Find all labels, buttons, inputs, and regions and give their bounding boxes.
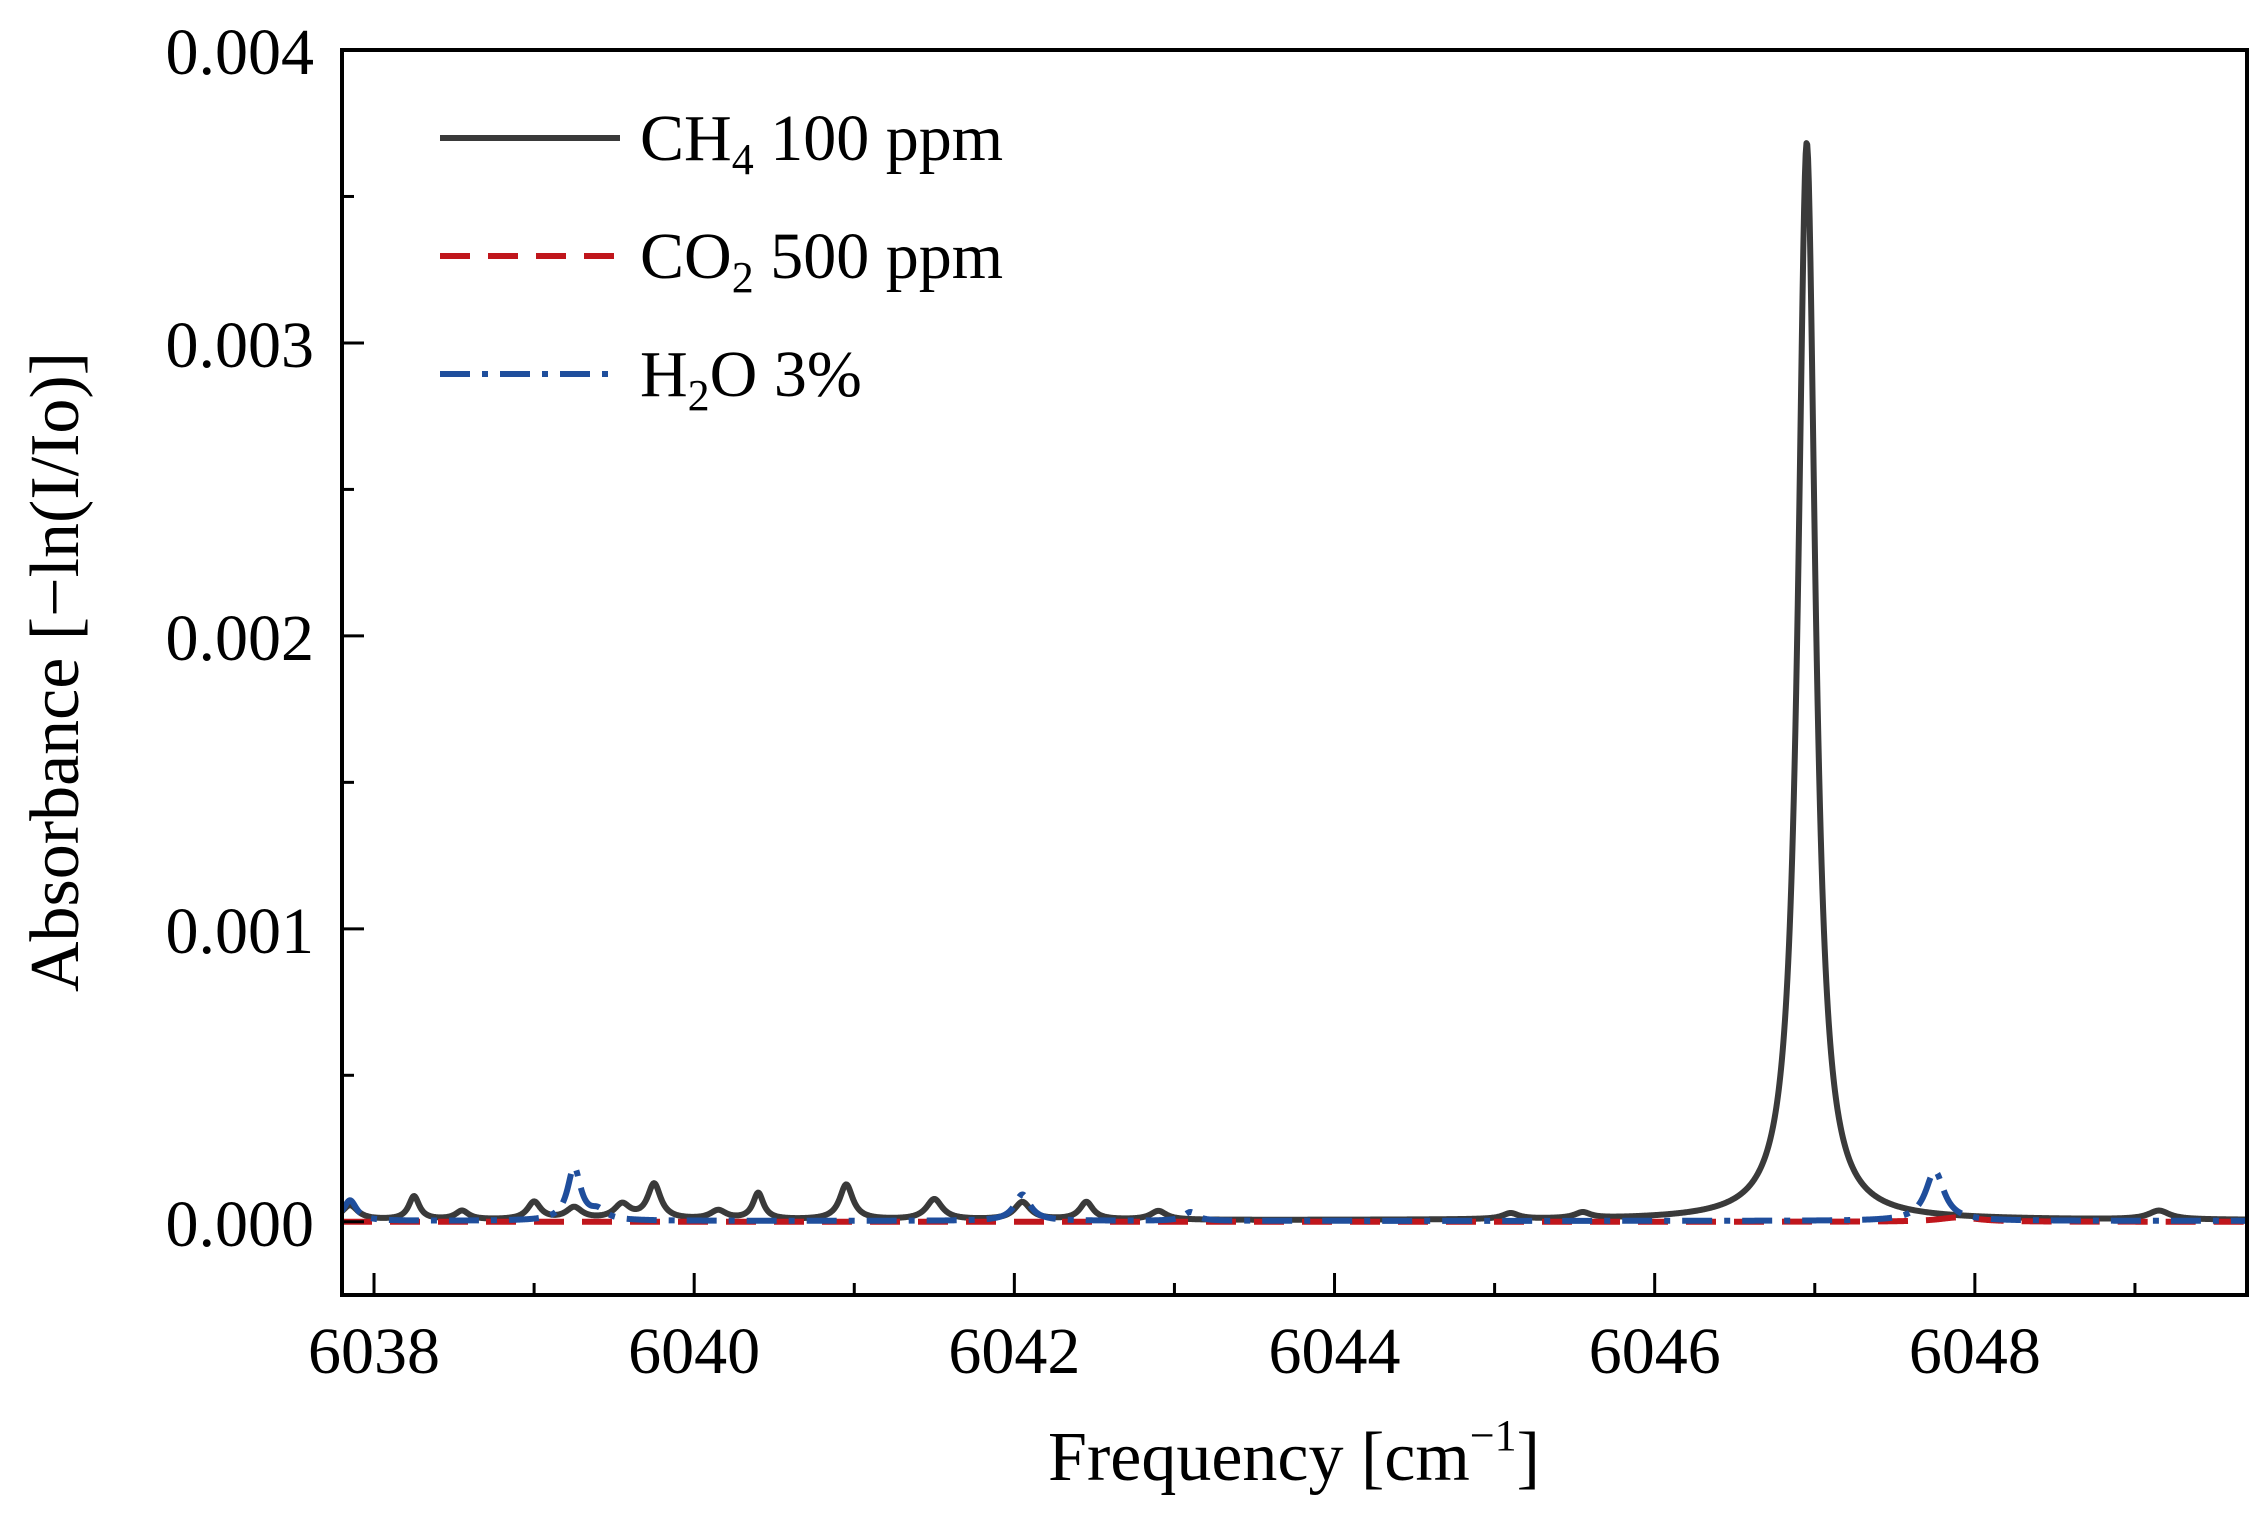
legend: CH4 100 ppm CO2 500 ppm H2O 3% bbox=[440, 102, 1003, 420]
axis-ticks: 6038 6040 6042 6044 6046 6048 0.000 0.001 0.002 0… bbox=[166, 16, 2137, 1388]
x-tick-label: 6048 bbox=[1909, 1315, 2041, 1388]
y-tick-label: 0.001 bbox=[166, 895, 315, 968]
x-tick-label: 6044 bbox=[1269, 1315, 1401, 1388]
legend-item-ch4: CH4 100 ppm bbox=[440, 102, 1003, 184]
legend-label-h2o: H2O 3% bbox=[640, 338, 862, 420]
plot-frame bbox=[340, 48, 2249, 1297]
legend-label-ch4: CH4 100 ppm bbox=[640, 102, 1003, 184]
y-tick-label: 0.003 bbox=[166, 309, 315, 382]
x-tick-label: 6046 bbox=[1589, 1315, 1721, 1388]
x-tick-label: 6040 bbox=[628, 1315, 760, 1388]
legend-item-h2o: H2O 3% bbox=[440, 338, 862, 420]
series-line-0 bbox=[342, 140, 2247, 1223]
series-line-1 bbox=[342, 1214, 2247, 1225]
x-axis-label: Frequency [cm−1] bbox=[1048, 1411, 1540, 1496]
y-tick-label: 0.004 bbox=[166, 16, 315, 89]
x-tick-label: 6042 bbox=[948, 1315, 1080, 1388]
x-tick-label: 6038 bbox=[308, 1315, 440, 1388]
y-tick-label: 0.000 bbox=[166, 1188, 315, 1261]
series-layer bbox=[342, 140, 2247, 1225]
legend-label-co2: CO2 500 ppm bbox=[640, 220, 1003, 302]
y-tick-label: 0.002 bbox=[166, 602, 315, 675]
y-axis-label: Absorbance [−ln(I/Io)] bbox=[17, 352, 94, 992]
series-line-2 bbox=[342, 1164, 2247, 1224]
legend-item-co2: CO2 500 ppm bbox=[440, 220, 1003, 302]
